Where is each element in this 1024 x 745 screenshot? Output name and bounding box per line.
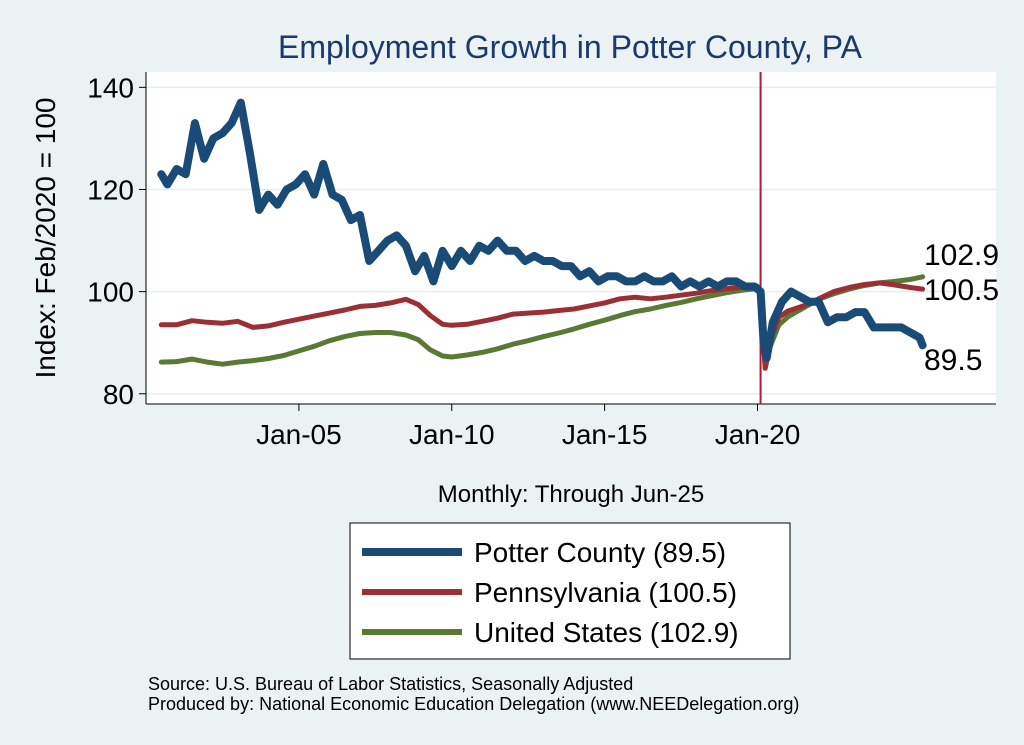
x-tick-label-Jan-05: Jan-05 — [256, 419, 342, 450]
y-tick-label-80: 80 — [103, 379, 134, 410]
y-tick-label-100: 100 — [87, 277, 134, 308]
legend: Potter County (89.5) Pennsylvania (100.5… — [349, 522, 791, 660]
end-label-potter-county: 89.5 — [924, 344, 982, 377]
legend-label-potter: Potter County (89.5) — [474, 537, 726, 568]
series-group — [157, 98, 927, 371]
legend-label-pennsylvania: Pennsylvania (100.5) — [474, 577, 737, 608]
x-tick-label-Jan-20: Jan-20 — [715, 419, 801, 450]
producer-note: Produced by: National Economic Education… — [148, 694, 800, 714]
series-line-potter-county — [157, 98, 927, 362]
end-label-pennsylvania: 100.5 — [924, 274, 999, 307]
source-note: Source: U.S. Bureau of Labor Statistics,… — [148, 674, 634, 694]
x-axis-title: Monthly: Through Jun-25 — [438, 481, 704, 508]
series-line-united-states — [158, 274, 926, 371]
x-ticks: Jan-05 Jan-10 Jan-15 Jan-20 — [256, 404, 800, 450]
legend-label-united-states: United States (102.9) — [474, 617, 739, 648]
end-label-united-states: 102.9 — [924, 239, 999, 272]
plot-area — [146, 72, 996, 404]
y-ticks: 80 100 120 140 — [87, 72, 146, 410]
y-tick-label-120: 120 — [87, 174, 134, 205]
y-axis-title: Index: Feb/2020 = 100 — [30, 98, 61, 379]
chart-title: Employment Growth in Potter County, PA — [278, 29, 863, 65]
x-tick-label-Jan-10: Jan-10 — [409, 419, 495, 450]
series-line-pennsylvania — [158, 280, 926, 371]
x-tick-label-Jan-15: Jan-15 — [562, 419, 648, 450]
y-tick-label-140: 140 — [87, 72, 134, 103]
